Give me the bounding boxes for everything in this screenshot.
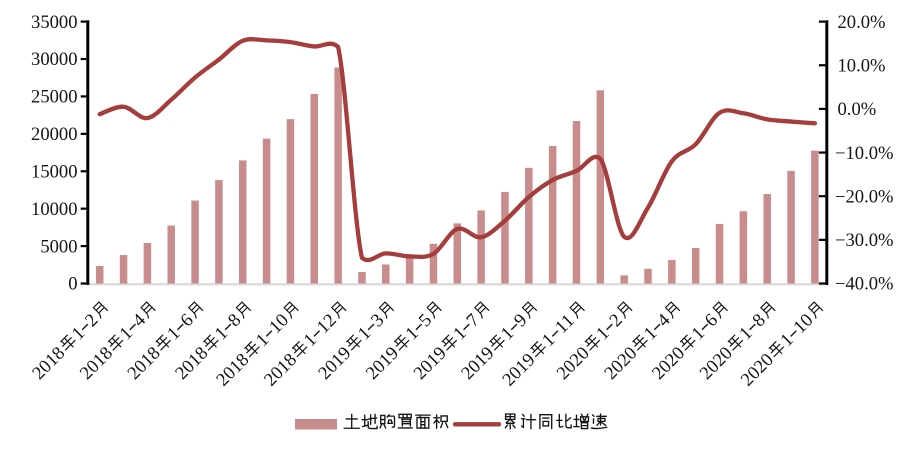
svg-text:20.0%: 20.0%	[838, 12, 886, 33]
svg-text:15000: 15000	[31, 161, 77, 182]
svg-text:0: 0	[68, 274, 77, 295]
svg-text:30000: 30000	[31, 49, 77, 70]
svg-text:−40.0%: −40.0%	[835, 274, 894, 295]
svg-text:10000: 10000	[31, 199, 77, 220]
svg-text:25000: 25000	[31, 87, 77, 108]
svg-text:5000: 5000	[40, 236, 77, 257]
svg-text:−10.0%: −10.0%	[835, 143, 894, 164]
svg-text:10.0%: 10.0%	[838, 55, 886, 76]
svg-text:−30.0%: −30.0%	[835, 230, 894, 251]
svg-text:35000: 35000	[31, 12, 77, 33]
svg-text:20000: 20000	[31, 124, 77, 145]
svg-text:−20.0%: −20.0%	[835, 186, 894, 207]
svg-text:0.0%: 0.0%	[838, 99, 877, 120]
